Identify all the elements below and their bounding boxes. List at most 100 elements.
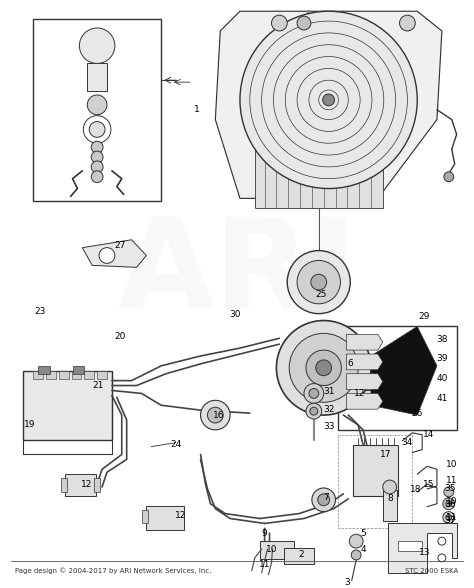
Text: 1: 1 xyxy=(194,105,200,114)
Text: ARI: ARI xyxy=(117,213,357,334)
Text: 23: 23 xyxy=(34,307,46,316)
Text: 27: 27 xyxy=(114,241,126,250)
Polygon shape xyxy=(82,240,146,268)
Circle shape xyxy=(306,403,322,419)
Text: 11: 11 xyxy=(259,560,270,569)
Text: 40: 40 xyxy=(436,374,447,383)
Bar xyxy=(383,490,397,522)
Bar xyxy=(260,541,294,559)
Circle shape xyxy=(297,260,340,304)
Text: 10: 10 xyxy=(266,544,277,553)
Circle shape xyxy=(438,537,446,545)
Polygon shape xyxy=(346,393,383,409)
Bar xyxy=(59,371,69,379)
Text: 2: 2 xyxy=(298,550,304,559)
Text: 12: 12 xyxy=(355,389,366,398)
Circle shape xyxy=(316,360,331,376)
Circle shape xyxy=(306,350,341,386)
Circle shape xyxy=(289,333,358,402)
Bar xyxy=(343,390,371,408)
Circle shape xyxy=(80,28,115,64)
Bar xyxy=(46,371,56,379)
Circle shape xyxy=(89,122,105,138)
Bar xyxy=(33,371,43,379)
Text: 10: 10 xyxy=(446,497,457,506)
Bar xyxy=(23,371,112,440)
Text: 25: 25 xyxy=(315,290,327,299)
Text: 15: 15 xyxy=(423,480,435,489)
Text: 34: 34 xyxy=(402,438,413,447)
Text: 33: 33 xyxy=(323,422,334,432)
Circle shape xyxy=(446,514,452,520)
Circle shape xyxy=(438,554,446,562)
Text: 17: 17 xyxy=(380,450,392,459)
Text: 21: 21 xyxy=(92,381,104,390)
Bar xyxy=(87,64,107,91)
Text: 19: 19 xyxy=(24,420,36,429)
Bar xyxy=(61,478,66,492)
Circle shape xyxy=(276,320,371,415)
Text: 18: 18 xyxy=(410,486,421,495)
Text: 16: 16 xyxy=(212,410,224,420)
Bar xyxy=(255,149,383,208)
Circle shape xyxy=(297,16,311,30)
Circle shape xyxy=(240,11,417,189)
Text: STC 2000 ESKA: STC 2000 ESKA xyxy=(405,568,459,574)
Text: 36: 36 xyxy=(444,500,456,509)
Text: 39: 39 xyxy=(436,355,447,363)
Circle shape xyxy=(91,171,103,183)
Polygon shape xyxy=(388,523,456,573)
Bar xyxy=(353,445,398,496)
Text: 5: 5 xyxy=(360,529,366,538)
Circle shape xyxy=(318,494,329,506)
Circle shape xyxy=(311,274,327,290)
Circle shape xyxy=(444,487,454,497)
Polygon shape xyxy=(346,335,383,350)
Circle shape xyxy=(443,498,455,510)
Polygon shape xyxy=(371,326,437,415)
Circle shape xyxy=(208,407,223,423)
Circle shape xyxy=(443,512,455,523)
Circle shape xyxy=(323,94,335,106)
Text: 11: 11 xyxy=(446,476,457,485)
Text: 38: 38 xyxy=(436,335,447,344)
Bar xyxy=(338,326,456,430)
Text: 12: 12 xyxy=(81,480,92,489)
Bar xyxy=(33,19,161,201)
Bar xyxy=(94,478,100,492)
Circle shape xyxy=(304,383,324,403)
Text: 31: 31 xyxy=(323,387,334,396)
Bar xyxy=(64,474,96,496)
Text: 24: 24 xyxy=(170,440,182,449)
Bar xyxy=(398,541,422,551)
Text: 32: 32 xyxy=(323,405,334,414)
Circle shape xyxy=(87,95,107,115)
Text: 11: 11 xyxy=(446,513,457,522)
Text: 6: 6 xyxy=(347,359,353,368)
Text: 3: 3 xyxy=(345,578,350,587)
Text: 10: 10 xyxy=(446,460,457,469)
Circle shape xyxy=(99,248,115,263)
Circle shape xyxy=(312,488,336,512)
Text: 9: 9 xyxy=(262,529,267,538)
Circle shape xyxy=(349,534,363,548)
Bar xyxy=(338,435,412,529)
Bar xyxy=(143,510,148,523)
Text: 8: 8 xyxy=(388,495,393,503)
Text: 35: 35 xyxy=(444,485,456,493)
Text: 30: 30 xyxy=(229,310,241,319)
Circle shape xyxy=(91,161,103,173)
Text: 20: 20 xyxy=(114,332,126,341)
Bar xyxy=(84,371,94,379)
Circle shape xyxy=(351,550,361,560)
Circle shape xyxy=(83,116,111,143)
Text: Page design © 2004-2017 by ARI Network Services, Inc.: Page design © 2004-2017 by ARI Network S… xyxy=(15,567,212,574)
Circle shape xyxy=(287,250,350,313)
Bar xyxy=(284,548,314,564)
Circle shape xyxy=(91,141,103,153)
Circle shape xyxy=(383,480,397,494)
Text: 26: 26 xyxy=(411,409,423,417)
Circle shape xyxy=(91,151,103,163)
Text: 4: 4 xyxy=(360,544,366,553)
Text: 12: 12 xyxy=(175,511,187,520)
